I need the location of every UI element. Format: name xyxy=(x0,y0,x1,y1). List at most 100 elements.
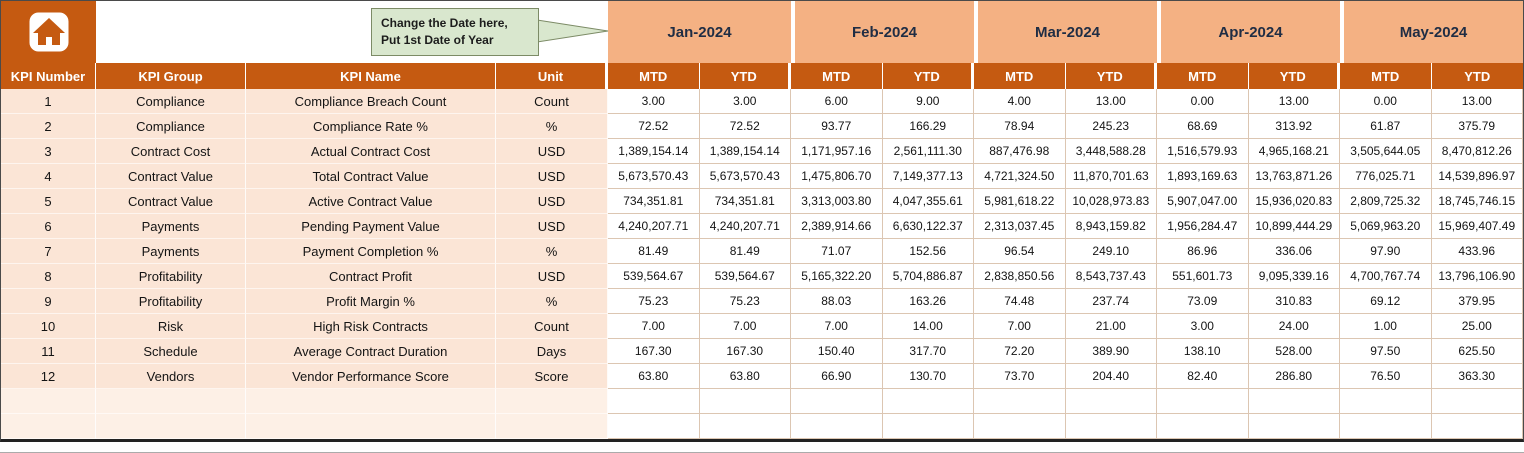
value-cell: 5,673,570.43 xyxy=(699,164,791,189)
kpi-number-cell: 3 xyxy=(1,139,96,164)
home-button[interactable] xyxy=(1,1,96,63)
value-cell: 61.87 xyxy=(1340,114,1432,139)
value-cell: 1,389,154.14 xyxy=(608,139,700,164)
empty-cell xyxy=(974,389,1066,414)
kpi-number-cell: 4 xyxy=(1,164,96,189)
value-cell: 5,981,618.22 xyxy=(974,189,1066,214)
kpi-group-cell: Vendors xyxy=(96,364,246,389)
value-cell: 433.96 xyxy=(1431,239,1523,264)
empty-cell xyxy=(791,389,883,414)
empty-cell xyxy=(699,414,791,439)
value-cell: 8,543,737.43 xyxy=(1065,264,1157,289)
value-cell: 5,165,322.20 xyxy=(791,264,883,289)
kpi-number-cell: 12 xyxy=(1,364,96,389)
empty-cell xyxy=(1065,414,1157,439)
callout-line-1: Change the Date here, xyxy=(381,16,508,31)
unit-cell: % xyxy=(496,239,608,264)
kpi-group-cell: Contract Cost xyxy=(96,139,246,164)
kpi-group-cell: Schedule xyxy=(96,339,246,364)
mtd-header-feb: MTD xyxy=(791,63,883,89)
kpi-group-cell: Payments xyxy=(96,239,246,264)
empty-cell xyxy=(1065,389,1157,414)
value-cell: 73.70 xyxy=(974,364,1066,389)
empty-cell xyxy=(1431,414,1523,439)
empty-cell xyxy=(1431,389,1523,414)
empty-cell xyxy=(1340,414,1432,439)
mtd-header-may: MTD xyxy=(1340,63,1432,89)
kpi-group-cell: Payments xyxy=(96,214,246,239)
ytd-header-mar: YTD xyxy=(1065,63,1157,89)
empty-cell xyxy=(608,389,700,414)
unit-cell: USD xyxy=(496,139,608,164)
value-cell: 69.12 xyxy=(1340,289,1432,314)
month-header-5[interactable]: May-2024 xyxy=(1340,1,1523,63)
kpi-name-cell: Vendor Performance Score xyxy=(246,364,496,389)
value-cell: 68.69 xyxy=(1157,114,1249,139)
value-cell: 76.50 xyxy=(1340,364,1432,389)
value-cell: 96.54 xyxy=(974,239,1066,264)
value-cell: 97.90 xyxy=(1340,239,1432,264)
value-cell: 5,704,886.87 xyxy=(882,264,974,289)
value-cell: 6,630,122.37 xyxy=(882,214,974,239)
month-header-2[interactable]: Feb-2024 xyxy=(791,1,974,63)
date-change-callout: Change the Date here, Put 1st Date of Ye… xyxy=(371,8,539,56)
month-header-3[interactable]: Mar-2024 xyxy=(974,1,1157,63)
value-cell: 13,796,106.90 xyxy=(1431,264,1523,289)
empty-cell xyxy=(699,389,791,414)
kpi-name-cell: Compliance Rate % xyxy=(246,114,496,139)
value-cell: 72.20 xyxy=(974,339,1066,364)
empty-cell xyxy=(496,414,608,439)
empty-cell xyxy=(1157,389,1249,414)
empty-cell xyxy=(882,389,974,414)
kpi-name-cell: Active Contract Value xyxy=(246,189,496,214)
empty-cell xyxy=(1248,414,1340,439)
value-cell: 14.00 xyxy=(882,314,974,339)
value-cell: 10,899,444.29 xyxy=(1248,214,1340,239)
value-cell: 11,870,701.63 xyxy=(1065,164,1157,189)
kpi-name-cell: Payment Completion % xyxy=(246,239,496,264)
mtd-header-mar: MTD xyxy=(974,63,1066,89)
value-cell: 0.00 xyxy=(1157,89,1249,114)
table-row: 4 Contract Value Total Contract Value USD 5,… xyxy=(1,164,1523,189)
kpi-number-header: KPI Number xyxy=(1,63,96,89)
kpi-table: Jan-2024 Feb-2024 Mar-2024 Apr-2024 May-… xyxy=(0,0,1524,442)
value-cell: 734,351.81 xyxy=(699,189,791,214)
ytd-header-jan: YTD xyxy=(699,63,791,89)
value-cell: 13.00 xyxy=(1248,89,1340,114)
value-cell: 72.52 xyxy=(608,114,700,139)
value-cell: 10,028,973.83 xyxy=(1065,189,1157,214)
value-cell: 313.92 xyxy=(1248,114,1340,139)
month-header-1[interactable]: Jan-2024 xyxy=(608,1,791,63)
value-cell: 363.30 xyxy=(1431,364,1523,389)
value-cell: 1,893,169.63 xyxy=(1157,164,1249,189)
value-cell: 15,969,407.49 xyxy=(1431,214,1523,239)
empty-cell xyxy=(496,389,608,414)
callout-arrow-icon xyxy=(537,19,609,43)
unit-cell: Count xyxy=(496,314,608,339)
value-cell: 625.50 xyxy=(1431,339,1523,364)
value-cell: 82.40 xyxy=(1157,364,1249,389)
unit-cell: USD xyxy=(496,214,608,239)
kpi-number-cell: 9 xyxy=(1,289,96,314)
value-cell: 167.30 xyxy=(699,339,791,364)
kpi-number-cell: 6 xyxy=(1,214,96,239)
callout-line-2: Put 1st Date of Year xyxy=(381,33,494,47)
unit-cell: USD xyxy=(496,189,608,214)
kpi-name-cell: Compliance Breach Count xyxy=(246,89,496,114)
empty-cell xyxy=(96,414,246,439)
value-cell: 7,149,377.13 xyxy=(882,164,974,189)
value-cell: 1,475,806.70 xyxy=(791,164,883,189)
empty-row xyxy=(1,414,1523,439)
value-cell: 71.07 xyxy=(791,239,883,264)
value-cell: 8,943,159.82 xyxy=(1065,214,1157,239)
value-cell: 75.23 xyxy=(699,289,791,314)
value-cell: 74.48 xyxy=(974,289,1066,314)
kpi-number-cell: 5 xyxy=(1,189,96,214)
value-cell: 887,476.98 xyxy=(974,139,1066,164)
kpi-name-cell: Average Contract Duration xyxy=(246,339,496,364)
month-header-4[interactable]: Apr-2024 xyxy=(1157,1,1340,63)
value-cell: 2,313,037.45 xyxy=(974,214,1066,239)
value-cell: 4.00 xyxy=(974,89,1066,114)
kpi-group-cell: Profitability xyxy=(96,264,246,289)
